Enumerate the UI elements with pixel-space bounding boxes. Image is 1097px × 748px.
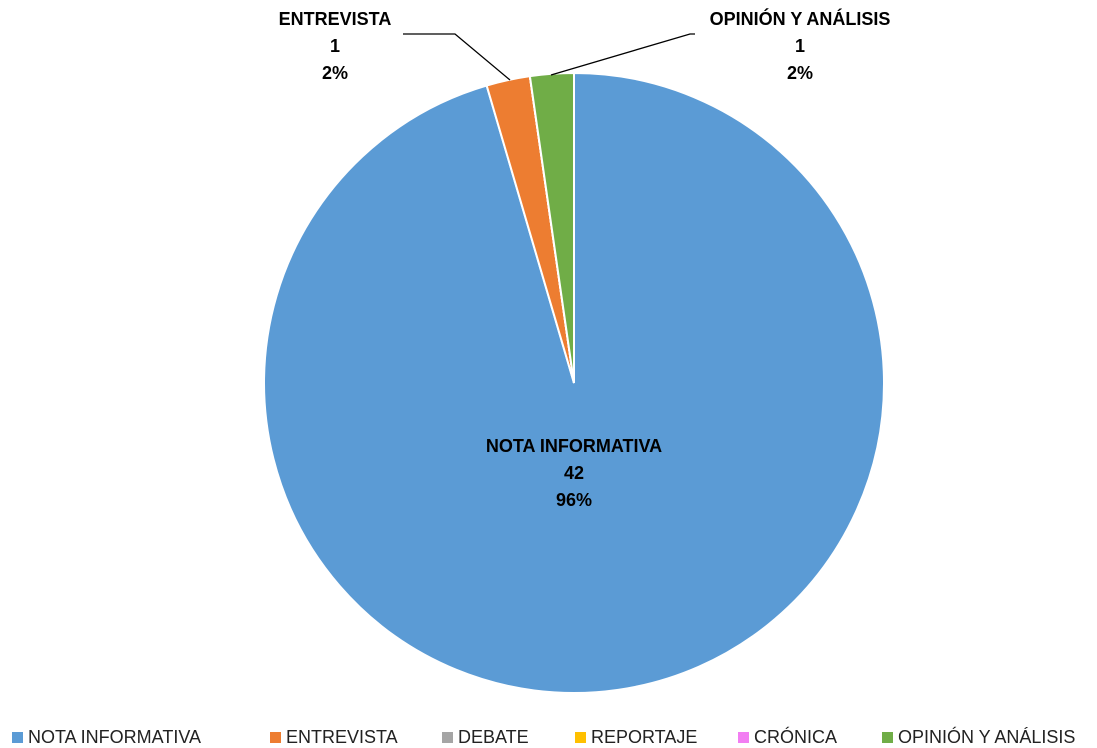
data-label-percent: 2%	[322, 63, 348, 83]
legend-swatch	[738, 732, 749, 743]
leader-line	[403, 33, 511, 81]
legend-label: DEBATE	[458, 727, 529, 747]
legend-label: OPINIÓN Y ANÁLISIS	[898, 726, 1075, 747]
data-label-value: 1	[330, 36, 340, 56]
legend-label: REPORTAJE	[591, 727, 697, 747]
data-label-value: 1	[795, 36, 805, 56]
legend-swatch	[270, 732, 281, 743]
data-label-percent: 2%	[787, 63, 813, 83]
pie-slice	[263, 71, 885, 694]
legend-swatch	[575, 732, 586, 743]
legend-swatch	[442, 732, 453, 743]
data-label-name: ENTREVISTA	[279, 9, 392, 29]
data-label-name: NOTA INFORMATIVA	[486, 436, 662, 456]
legend-swatch	[12, 732, 23, 743]
data-label-value: 42	[564, 463, 584, 483]
data-label-percent: 96%	[556, 490, 592, 510]
leader-line	[550, 33, 695, 76]
legend-label: NOTA INFORMATIVA	[28, 727, 201, 747]
data-label-name: OPINIÓN Y ANÁLISIS	[710, 8, 891, 29]
legend-label: ENTREVISTA	[286, 727, 398, 747]
legend-label: CRÓNICA	[754, 726, 837, 747]
pie-slice	[528, 71, 575, 384]
legend-swatch	[882, 732, 893, 743]
